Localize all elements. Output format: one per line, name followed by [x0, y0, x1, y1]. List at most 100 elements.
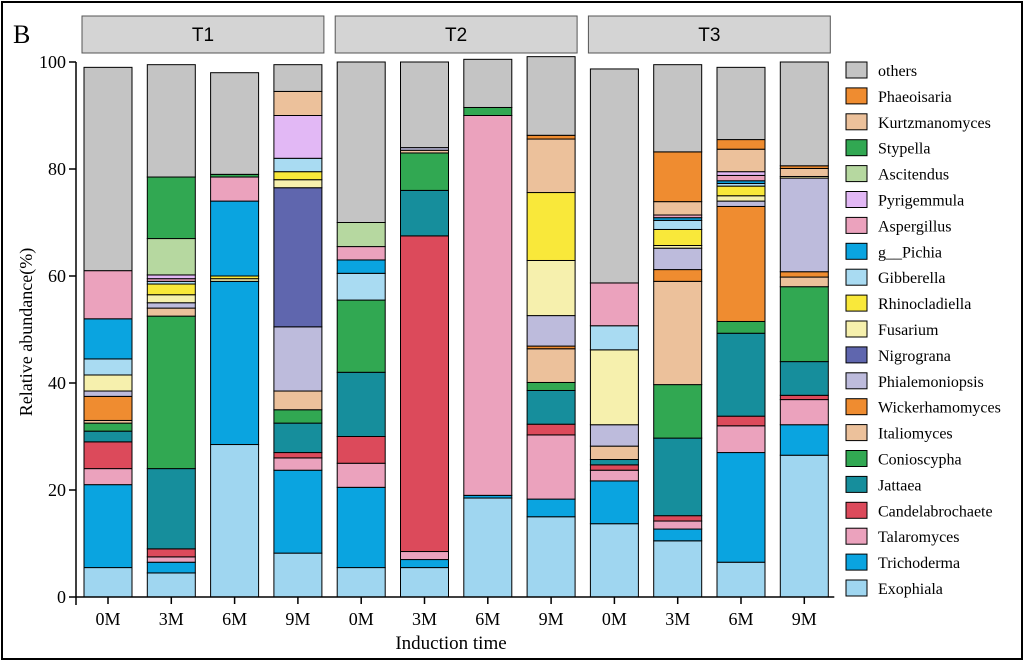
bar-column [463, 58, 513, 598]
group-strip-label: T3 [698, 25, 720, 46]
legend-swatch [845, 320, 868, 338]
legend-swatch [845, 372, 868, 390]
bar-segment [716, 332, 766, 417]
bar-segment [779, 399, 829, 426]
y-tick-label: 60 [48, 266, 66, 286]
y-axis-label: Relative abundance(%) [16, 248, 37, 416]
legend-label: Talaromyces [878, 529, 960, 546]
bar-segment [146, 561, 196, 574]
legend-item: Nigrograna [845, 346, 951, 365]
legend-swatch [845, 139, 868, 157]
bar-segment [146, 238, 196, 276]
x-tick-label: 9M [539, 609, 564, 629]
bar-segment [210, 200, 260, 277]
bar-segment [779, 271, 829, 278]
bar-segment [653, 269, 703, 282]
bar-segment [273, 157, 323, 173]
x-tick-label: 3M [159, 609, 184, 629]
bar-segment [653, 219, 703, 230]
bar-segment [653, 151, 703, 203]
legend-item: Kurtzmanomyces [845, 113, 991, 132]
bar-segment [336, 246, 386, 261]
legend-swatch [845, 113, 868, 131]
x-tick-label: 3M [412, 609, 437, 629]
bar-segment [526, 56, 576, 136]
x-tick-label: 0M [95, 609, 120, 629]
x-tick-label: 9M [792, 609, 817, 629]
bar-segment [336, 436, 386, 464]
legend-swatch [845, 268, 868, 286]
group-strip: T3 [587, 15, 831, 54]
legend-swatch [845, 475, 868, 493]
group-strip-box [334, 15, 578, 54]
bar-segment [653, 528, 703, 542]
x-tick-label: 6M [222, 609, 247, 629]
legend-label: Wickerhamomyces [878, 400, 1001, 417]
legend-swatch [845, 61, 868, 79]
legend-item: Fusarium [845, 320, 939, 339]
bar-column [273, 64, 323, 598]
bar-segment [589, 464, 639, 471]
bar-segment [779, 394, 829, 401]
bar-segment [716, 452, 766, 563]
bar-segment [716, 66, 766, 141]
bar-column [210, 72, 260, 598]
legend-label: Kurtzmanomyces [878, 115, 991, 132]
legend-item: Phialemoniopsis [845, 372, 984, 391]
bar-segment [716, 561, 766, 598]
legend-label: Phaeoisaria [878, 89, 952, 106]
bar-segment [779, 454, 829, 598]
bar-segment [83, 567, 133, 598]
bar-segment [210, 444, 260, 598]
legend-item: others [845, 61, 917, 80]
bar-column [653, 64, 703, 598]
bar-segment [273, 115, 323, 159]
bar-segment [273, 390, 323, 411]
legend-item: Phaeoisaria [845, 87, 952, 106]
bar-segment [146, 556, 196, 563]
y-tick-label: 0 [57, 587, 66, 607]
bar-segment [716, 200, 766, 207]
legend-swatch [845, 501, 868, 519]
bar-segment [83, 66, 133, 272]
legend-swatch [845, 294, 868, 312]
legend-swatch [845, 527, 868, 545]
bar-segment [210, 280, 260, 446]
bar-segment [273, 452, 323, 459]
legend-swatch [845, 165, 868, 183]
bar-segment [146, 302, 196, 309]
bar-segment [526, 134, 576, 140]
legend-swatch [845, 450, 868, 467]
legend-label: Conioscypha [878, 452, 962, 469]
bar-column [336, 61, 386, 598]
legend-item: Pyrigemmula [845, 191, 964, 210]
legend-item: Ascitendus [845, 165, 949, 184]
legend-item: Aspergillus [845, 216, 951, 235]
bar-segment [146, 274, 196, 280]
bar-segment [146, 315, 196, 470]
legend-label: others [878, 63, 917, 80]
legend-swatch [845, 398, 868, 416]
bar-segment [526, 192, 576, 261]
bar-segment [716, 415, 766, 427]
bar-segment [463, 497, 513, 598]
bar-segment [716, 195, 766, 202]
bar-segment [589, 523, 639, 598]
bar-segment [83, 270, 133, 320]
panel-letter: B [13, 20, 30, 49]
legend-label: Italiomyces [878, 426, 953, 443]
bar-segment [336, 222, 386, 248]
x-axis-label: Induction time [395, 633, 506, 654]
bar-segment [653, 201, 703, 216]
bar-segment [589, 445, 639, 461]
bar-column [526, 56, 576, 598]
bar-segment [336, 567, 386, 598]
y-tick-label: 80 [48, 159, 66, 179]
bar-segment [526, 498, 576, 518]
bar-segment [146, 548, 196, 558]
bar-segment [146, 294, 196, 304]
bar-segment [779, 286, 829, 363]
bar-segment [653, 384, 703, 439]
bar-segment [653, 540, 703, 598]
